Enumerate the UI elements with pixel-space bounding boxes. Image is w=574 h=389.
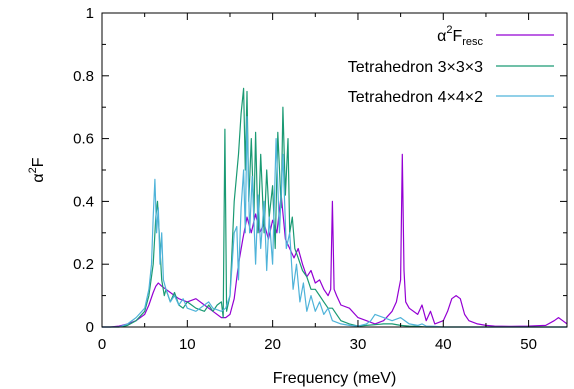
x-tick-label: 50 [520,336,537,353]
x-axis: 0 10 20 30 40 50 [98,13,537,353]
x-tick-label: 0 [98,336,106,353]
series-tetrahedron-442 [102,115,567,328]
x-tick-label: 40 [435,336,452,353]
legend-label-tetra-333: Tetrahedron 3×3×3 [348,59,483,76]
x-tick-label: 10 [179,336,196,353]
y-tick-label: 0.2 [73,256,94,273]
legend-label-0-base: α [437,28,446,45]
x-axis-title: Frequency (meV) [273,370,397,387]
legend-label-0-sub: resc [462,36,483,48]
y-tick-label: 0.4 [73,193,94,210]
legend: α2Fresc Tetrahedron 3×3×3 Tetrahedron 4×… [348,24,554,106]
y-axis-title-rest: F [30,157,47,167]
x-tick-label: 20 [264,336,281,353]
legend-label-tetra-442: Tetrahedron 4×4×2 [348,89,483,106]
legend-label-0-sup: 2 [446,24,452,36]
y-axis-title-base: α [30,173,47,182]
y-tick-label: 0 [86,319,94,336]
y-tick-label: 0.8 [73,68,94,85]
series-layer [102,87,568,328]
y-tick-label: 1 [86,5,94,22]
y-axis-title: α2F [27,157,47,182]
series-alpha2f-resc [102,153,568,328]
x-tick-label: 30 [350,336,367,353]
legend-label-0-mid: F [452,28,462,45]
y-axis-title-sup: 2 [27,167,39,173]
y-axis: 0 0.2 0.4 0.6 0.8 1 [73,5,567,336]
legend-label-alpha2f-resc: α2Fresc [437,24,483,48]
y-tick-label: 0.6 [73,131,94,148]
